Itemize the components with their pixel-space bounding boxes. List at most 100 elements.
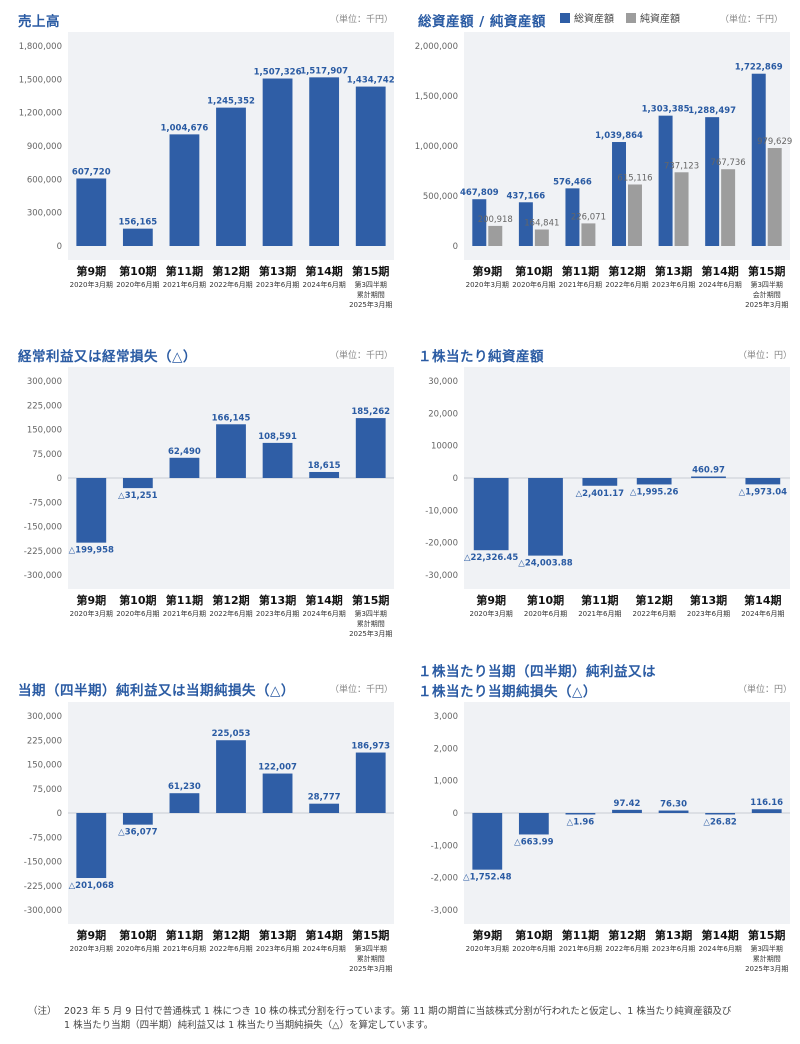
bar (658, 810, 689, 813)
y-tick-label: 0 (453, 242, 458, 252)
data-label: 737,123 (664, 161, 699, 171)
data-label: 467,809 (460, 188, 499, 198)
x-sub-label: 2020年6月期 (512, 280, 555, 289)
x-sub-label: 2020年3月期 (470, 609, 513, 618)
x-sub-label: 2021年6月期 (559, 280, 602, 289)
y-tick-label: 150,000 (27, 426, 62, 436)
bps-unit: （単位：円） (738, 351, 793, 361)
data-label: 76.30 (660, 800, 687, 810)
y-tick-label: -75,000 (29, 833, 62, 843)
eps-unit: （単位：円） (738, 685, 793, 695)
data-label: 186,973 (351, 742, 390, 752)
data-label: 979,629 (757, 137, 792, 147)
bar (721, 169, 736, 246)
x-sub-label: 2020年3月期 (466, 944, 509, 953)
assets-title: 総資産額 / 純資産額 (418, 14, 546, 30)
x-sub-label: 2020年6月期 (116, 609, 159, 618)
x-sub-label: 累計期間 (357, 954, 385, 963)
legend-label-total: 総資産額 (574, 14, 614, 25)
bar (169, 793, 200, 813)
data-label: 437,166 (507, 191, 546, 201)
y-tick-label: 75,000 (32, 450, 62, 460)
y-tick-label: -150,000 (24, 858, 62, 868)
data-label: △31,251 (118, 491, 157, 501)
data-label: 1,004,676 (160, 123, 208, 133)
data-label: △1,973.04 (739, 487, 788, 497)
x-category-label: 第15期 (748, 264, 785, 278)
data-label: △1,995.26 (630, 487, 679, 497)
x-sub-label: 2020年3月期 (70, 609, 113, 618)
bar (262, 442, 293, 478)
x-sub-label: 第3四半期 (354, 280, 386, 289)
x-sub-label: 累計期間 (357, 290, 385, 299)
x-sub-label: 2025年3月期 (745, 964, 788, 973)
bar (472, 199, 487, 246)
y-tick-label: 0 (57, 474, 62, 484)
y-tick-label: 1,200,000 (19, 109, 62, 119)
x-category-label: 第11期 (562, 928, 599, 942)
data-label: △199,958 (69, 546, 114, 556)
x-sub-label: 2024年6月期 (741, 609, 784, 618)
x-category-label: 第11期 (166, 593, 203, 607)
bps-title: １株当たり純資産額 (418, 349, 544, 365)
bar (355, 752, 386, 813)
x-category-label: 第14期 (701, 928, 738, 942)
y-tick-label: 900,000 (27, 142, 62, 152)
footnote: （注） 2023 年 5 月 9 日付で普通株式 1 株につき 10 株の株式分… (28, 1005, 778, 1033)
x-sub-label: 2021年6月期 (163, 609, 206, 618)
assets-unit: （単位：千円） (720, 15, 784, 25)
x-category-label: 第14期 (305, 264, 342, 278)
bar (582, 478, 618, 486)
legend-swatch-net (626, 12, 636, 23)
x-sub-label: 2023年6月期 (652, 280, 695, 289)
bar (705, 117, 720, 246)
x-sub-label: 第3四半期 (750, 280, 782, 289)
y-tick-label: -300,000 (24, 571, 62, 581)
x-sub-label: 2023年6月期 (652, 944, 695, 953)
y-tick-label: -1,000 (431, 841, 458, 851)
bar (612, 142, 626, 246)
x-category-label: 第11期 (562, 264, 599, 278)
x-category-label: 第13期 (655, 928, 692, 942)
y-tick-label: 2,000,000 (415, 42, 458, 52)
x-sub-label: 2022年6月期 (605, 280, 648, 289)
revenue-unit: （単位：千円） (330, 15, 394, 25)
x-category-label: 第10期 (119, 593, 156, 607)
bar (658, 115, 673, 246)
bar (636, 478, 672, 485)
x-category-label: 第13期 (259, 264, 296, 278)
x-sub-label: 2025年3月期 (745, 300, 788, 309)
netincome-title: 当期（四半期）純利益又は当期純損失（△） (18, 683, 295, 699)
x-category-label: 第10期 (515, 264, 552, 278)
y-tick-label: 500,000 (423, 192, 458, 202)
eps-chart: -3,000 -2,000 -1,000 0 1,000 2,000 3,000 △1,752… (431, 702, 790, 973)
y-tick-label: 10000 (431, 442, 458, 452)
data-label: 607,720 (72, 167, 111, 177)
legend-swatch-total (560, 12, 570, 23)
x-sub-label: 2022年6月期 (209, 944, 252, 953)
x-sub-label: 2020年6月期 (116, 944, 159, 953)
x-category-label: 第14期 (305, 928, 342, 942)
x-sub-label: 累計期間 (357, 619, 385, 628)
y-tick-label: -150,000 (24, 523, 62, 533)
y-tick-label: -75,000 (29, 498, 62, 508)
y-tick-label: 1,500,000 (19, 75, 62, 85)
x-sub-label: 2023年6月期 (256, 609, 299, 618)
bar (751, 809, 782, 813)
x-sub-label: 2024年6月期 (303, 944, 346, 953)
x-category-label: 第13期 (259, 928, 296, 942)
data-label: 1,507,326 (254, 68, 302, 78)
x-category-label: 第12期 (608, 928, 645, 942)
bar (705, 813, 736, 815)
x-sub-label: 2021年6月期 (163, 280, 206, 289)
x-sub-label: 2023年6月期 (256, 280, 299, 289)
x-sub-label: 2020年3月期 (70, 280, 113, 289)
data-label: 615,116 (617, 173, 652, 183)
x-category-label: 第11期 (166, 264, 203, 278)
y-tick-label: 0 (57, 809, 62, 819)
y-tick-label: -300,000 (24, 906, 62, 916)
y-tick-label: 2,000 (434, 744, 458, 754)
bar (122, 813, 153, 825)
bar (612, 809, 642, 813)
x-category-label: 第9期 (76, 928, 106, 942)
